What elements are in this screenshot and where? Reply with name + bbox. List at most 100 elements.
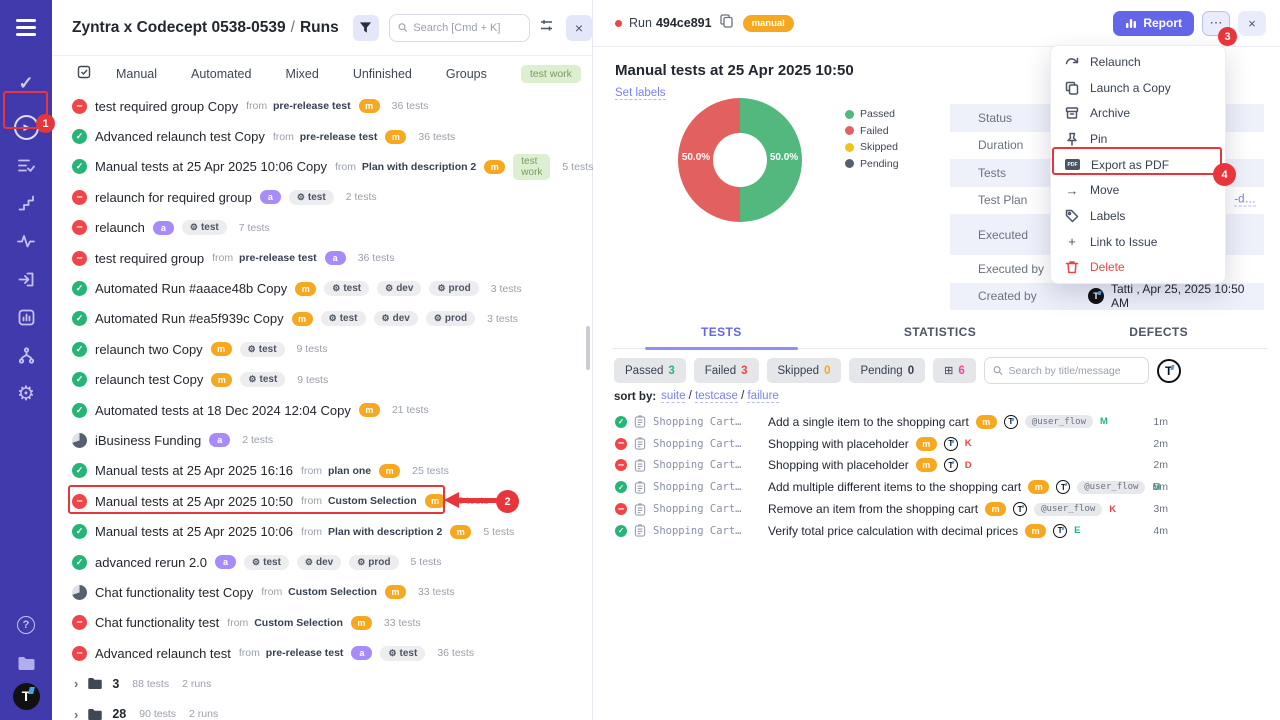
test-row[interactable]: Shopping Cart… Remove an item from the s… bbox=[593, 498, 1280, 520]
user-avatar[interactable]: T bbox=[0, 682, 52, 720]
sort-link-suite[interactable]: suite bbox=[661, 390, 686, 403]
close-panel-button[interactable]: × bbox=[566, 14, 592, 41]
help-icon[interactable]: ? bbox=[0, 606, 52, 644]
menu-item-export-as-pdf[interactable]: Export as PDF bbox=[1051, 152, 1225, 178]
tab-tests[interactable]: TESTS bbox=[612, 325, 831, 350]
test-plan-link[interactable]: -d… bbox=[1234, 193, 1256, 207]
runs-tab-manual[interactable]: Manual bbox=[116, 67, 157, 81]
info-row: Created by T Tatti , Apr 25, 2025 10:50 A… bbox=[950, 282, 1264, 310]
tab-defects[interactable]: DEFECTS bbox=[1129, 325, 1189, 339]
sort-link-failure[interactable]: failure bbox=[747, 390, 779, 403]
run-row[interactable]: Manual tests at 25 Apr 2025 16:16 from p… bbox=[52, 456, 592, 486]
list-check-icon[interactable] bbox=[0, 146, 52, 184]
menu-item-link-to-issue[interactable]: + Link to Issue bbox=[1051, 229, 1225, 255]
donut-hole bbox=[713, 133, 767, 187]
folder-name: 28 bbox=[112, 707, 127, 720]
activity-pulse-icon[interactable] bbox=[0, 222, 52, 260]
assignee-filter-avatar[interactable] bbox=[1156, 358, 1181, 383]
folder-row[interactable]: › 3 88 tests 2 runs bbox=[52, 668, 592, 698]
settings-gear-icon[interactable]: ⚙ bbox=[17, 382, 35, 405]
runs-tab-unfinished[interactable]: Unfinished bbox=[352, 67, 412, 81]
run-row[interactable]: advanced rerun 2.0 a ⚙test ⚙dev ⚙prod 5 te… bbox=[52, 547, 592, 577]
projects-folder-icon[interactable] bbox=[0, 644, 52, 682]
run-row[interactable]: Chat functionality test Copy from Custom… bbox=[52, 577, 592, 607]
tests-search[interactable] bbox=[983, 357, 1149, 384]
branch-icon[interactable] bbox=[0, 336, 52, 374]
play-circle-icon: ▶ bbox=[13, 114, 39, 140]
run-row[interactable]: relaunch a ⚙test 7 tests bbox=[52, 213, 592, 243]
run-row[interactable]: Automated tests at 18 Dec 2024 12:04 Cop… bbox=[52, 395, 592, 425]
test-row[interactable]: Shopping Cart… Shopping with placeholder… bbox=[593, 433, 1280, 455]
run-row[interactable]: relaunch test Copy m ⚙test 9 tests bbox=[52, 365, 592, 395]
runs-tab-mixed[interactable]: Mixed bbox=[285, 67, 319, 81]
status-filter-chip[interactable]: Skipped 0 bbox=[766, 358, 842, 383]
run-type-badge: m bbox=[358, 99, 380, 114]
test-row[interactable]: Shopping Cart… Add multiple different it… bbox=[593, 476, 1280, 498]
columns-settings-icon[interactable] bbox=[539, 19, 554, 37]
chevron-right-icon[interactable]: › bbox=[74, 706, 79, 720]
report-button[interactable]: Report bbox=[1113, 10, 1194, 36]
scrollbar-thumb[interactable] bbox=[586, 326, 590, 370]
runs-tab-groups[interactable]: Groups bbox=[445, 67, 487, 81]
sort-link-testcase[interactable]: testcase bbox=[695, 390, 738, 403]
menu-item-delete[interactable]: Delete bbox=[1051, 255, 1225, 281]
menu-item-archive[interactable]: Archive bbox=[1051, 100, 1225, 126]
filter-button[interactable] bbox=[352, 14, 379, 41]
menu-item-move[interactable]: → Move bbox=[1051, 177, 1225, 203]
gear-icon: ⚙ bbox=[332, 283, 341, 294]
menu-item-relaunch[interactable]: Relaunch bbox=[1051, 49, 1225, 75]
runs-search[interactable] bbox=[388, 13, 530, 42]
legend-color-dot bbox=[845, 109, 854, 119]
status-filter-chip[interactable]: Pending 0 bbox=[849, 358, 926, 383]
run-from: from pre-release test bbox=[246, 100, 351, 113]
sign-in-icon[interactable] bbox=[0, 260, 52, 298]
menu-item-launch-a-copy[interactable]: Launch a Copy bbox=[1051, 75, 1225, 101]
bar-chart-icon[interactable] bbox=[0, 298, 52, 336]
menu-item-labels[interactable]: Labels bbox=[1051, 203, 1225, 229]
run-title: Automated Run #aaace48b Copy bbox=[95, 281, 288, 297]
run-row[interactable]: Automated Run #aaace48b Copy m ⚙test ⚙dev… bbox=[52, 273, 592, 303]
test-row[interactable]: Shopping Cart… Shopping with placeholder… bbox=[593, 455, 1280, 477]
run-row[interactable]: Manual tests at 25 Apr 2025 10:06 from P… bbox=[52, 516, 592, 546]
run-row[interactable]: Advanced relaunch test from pre-release … bbox=[52, 638, 592, 668]
copy-run-id-icon[interactable] bbox=[719, 13, 733, 33]
menu-item-label: Pin bbox=[1090, 131, 1108, 146]
menu-item-pin[interactable]: Pin bbox=[1051, 126, 1225, 152]
close-detail-button[interactable]: × bbox=[1238, 10, 1266, 36]
select-all-icon[interactable] bbox=[76, 64, 92, 85]
run-status-icon bbox=[72, 220, 87, 236]
steps-icon[interactable] bbox=[0, 184, 52, 222]
run-row[interactable]: test required group from pre-release tes… bbox=[52, 243, 592, 273]
runs-search-input[interactable] bbox=[413, 21, 521, 34]
run-row[interactable]: Manual tests at 25 Apr 2025 10:50 from C… bbox=[52, 486, 592, 516]
run-row[interactable]: Advanced relaunch test Copy from pre-rel… bbox=[52, 121, 592, 151]
test-cases-check-icon[interactable]: ✓ bbox=[18, 72, 34, 93]
run-row[interactable]: test required group Copy from pre-releas… bbox=[52, 91, 592, 121]
set-labels-link[interactable]: Set labels bbox=[615, 87, 666, 100]
test-row[interactable]: Shopping Cart… Verify total price calcul… bbox=[593, 520, 1280, 542]
assignee-letter: K bbox=[964, 438, 972, 450]
status-filter-chip[interactable]: Failed 3 bbox=[693, 358, 759, 383]
sidebar-item-runs[interactable]: ▶ bbox=[0, 108, 52, 146]
run-row[interactable]: Chat functionality test from Custom Sele… bbox=[52, 608, 592, 638]
run-row[interactable]: iBusiness Funding a 2 tests bbox=[52, 425, 592, 455]
runs-tab-automated[interactable]: Automated bbox=[191, 67, 252, 81]
run-row[interactable]: relaunch for required group a ⚙test 2 te… bbox=[52, 182, 592, 212]
env-chip: ⚙ test bbox=[320, 311, 366, 327]
status-filter-chip[interactable]: ⊞ 6 bbox=[933, 358, 976, 383]
run-row[interactable]: Manual tests at 25 Apr 2025 10:06 Copy f… bbox=[52, 152, 593, 182]
status-filter-chip[interactable]: Passed 3 bbox=[614, 358, 686, 383]
tab-statistics[interactable]: STATISTICS bbox=[903, 325, 977, 339]
folder-row[interactable]: › 28 90 tests 2 runs bbox=[52, 699, 592, 720]
menu-item-label: Relaunch bbox=[1090, 54, 1141, 69]
tag-filter-chip[interactable]: test work bbox=[520, 65, 581, 83]
run-row[interactable]: relaunch two Copy m ⚙test 9 tests bbox=[52, 334, 592, 364]
run-row[interactable]: Automated Run #ea5f939c Copy m ⚙test ⚙dev… bbox=[52, 304, 592, 334]
env-chip: ⚙ prod bbox=[429, 281, 479, 297]
run-type-badge: a bbox=[324, 251, 346, 266]
test-row[interactable]: Shopping Cart… Add a single item to the … bbox=[593, 411, 1280, 433]
more-actions-button[interactable]: ⋯ bbox=[1202, 10, 1230, 36]
chevron-right-icon[interactable]: › bbox=[74, 676, 79, 692]
tests-search-input[interactable] bbox=[1008, 364, 1140, 377]
hamburger-menu-icon[interactable] bbox=[0, 8, 52, 46]
